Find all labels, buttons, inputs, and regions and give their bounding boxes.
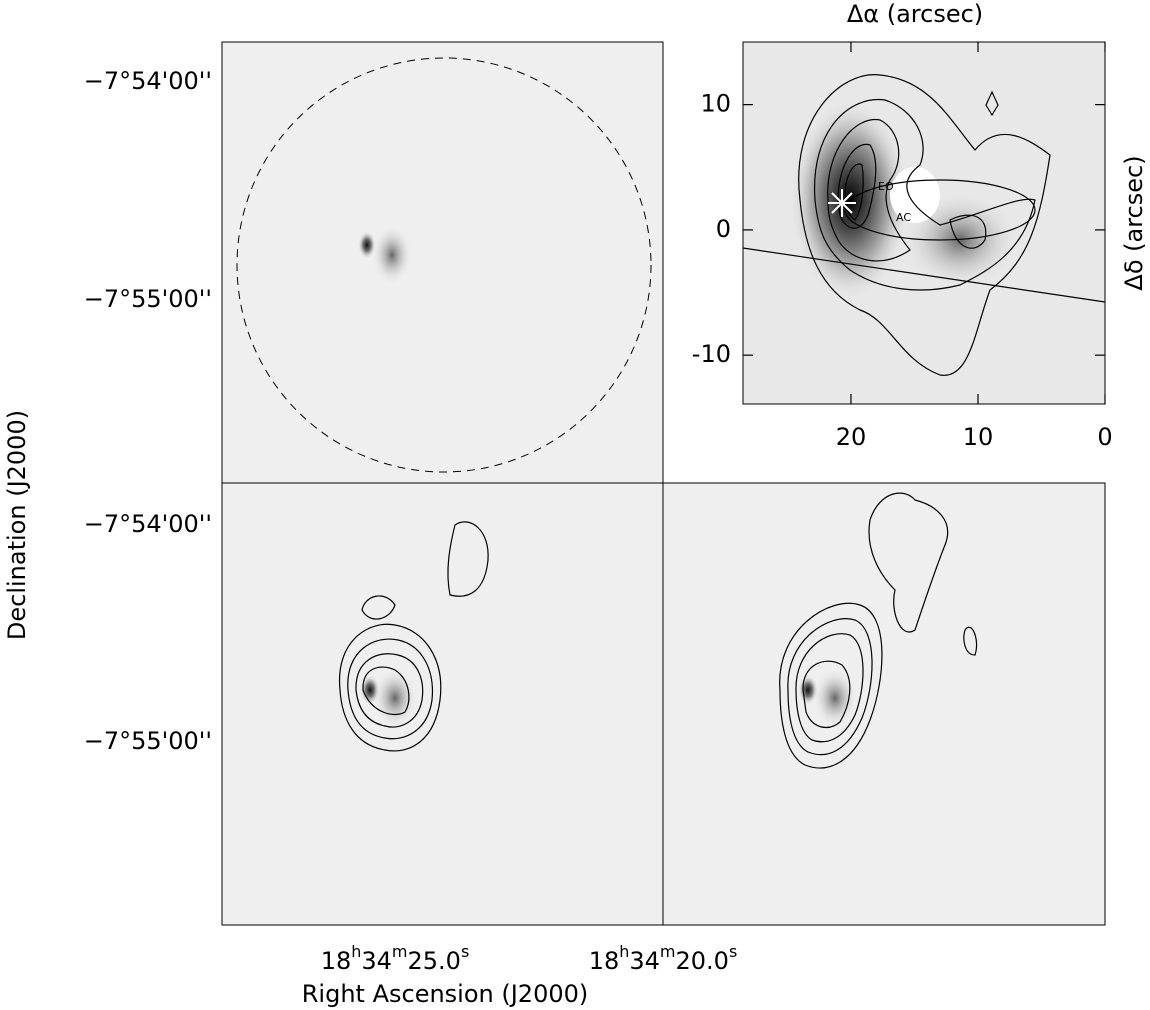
ra-value: 18: [589, 947, 620, 975]
panel-bottom-right: [662, 482, 1106, 926]
beam-circle: [236, 57, 652, 473]
panel-frame: [221, 41, 664, 484]
panel-inset: EO AC Δα (arcsec) Δδ (arcsec): [742, 0, 1148, 405]
dec-axis-label: Declination (J2000): [3, 410, 31, 640]
y-axis-label: Δδ (arcsec): [1120, 155, 1148, 290]
source-halo: [373, 668, 417, 728]
ra-value: 34: [361, 947, 392, 975]
ra-unit: s: [729, 942, 737, 961]
ra-value: 34: [629, 947, 660, 975]
ra-unit: h: [351, 942, 361, 961]
ra-value: 20.0: [676, 947, 729, 975]
ra-unit: m: [392, 942, 408, 961]
panel-top-left: [221, 41, 664, 484]
x-tick-label: 10: [963, 423, 994, 451]
source-halo: [372, 225, 412, 285]
panel-bottom-left: [221, 482, 664, 926]
y-tick-label: 10: [700, 90, 731, 118]
source: [358, 231, 376, 259]
ra-unit: s: [461, 942, 469, 961]
ra-tick-label: 18h34m25.0s: [321, 942, 470, 976]
dec-tick-label: −7°55'00'': [84, 285, 212, 313]
panel-frame: [662, 482, 1106, 926]
jet-axis: [742, 247, 1106, 303]
x-tick-label: 0: [1097, 423, 1112, 451]
ra-axis-label: Right Ascension (J2000): [302, 980, 589, 1008]
ra-value: 25.0: [408, 947, 461, 975]
y-tick-label: 0: [716, 215, 731, 243]
contour: [814, 98, 1036, 291]
x-axis-label: Δα (arcsec): [847, 0, 983, 28]
x-tick-label: 20: [836, 423, 867, 451]
cavity: [890, 167, 940, 223]
contour: [985, 90, 999, 117]
ra-tick-label: 18h34m20.0s: [589, 942, 738, 976]
dec-tick-label: −7°54'00'': [84, 510, 212, 538]
contour: [798, 74, 1051, 376]
contour: [837, 143, 877, 229]
annotation: EO: [878, 180, 894, 193]
source-halo: [813, 668, 857, 728]
y-tick-label: -10: [692, 340, 731, 368]
ra-value: 18: [321, 947, 352, 975]
dec-tick-label: −7°55'00'': [84, 727, 212, 755]
contour: [827, 118, 911, 262]
annotation: AC: [896, 211, 911, 224]
panel-frame: [221, 482, 664, 926]
contours: [779, 492, 978, 769]
beam-ellipse: [844, 179, 1036, 241]
ra-unit: m: [660, 942, 676, 961]
ra-unit: h: [619, 942, 629, 961]
dec-tick-label: −7°54'00'': [84, 67, 212, 95]
star-marker: [828, 189, 856, 217]
contours: [338, 521, 489, 752]
